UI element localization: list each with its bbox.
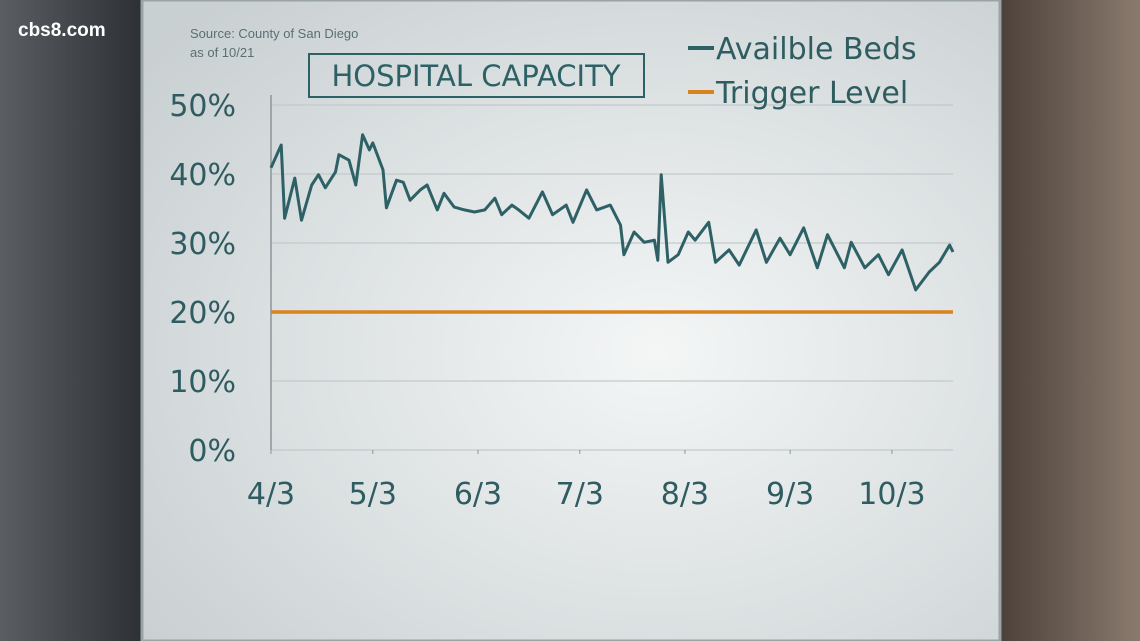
note: as of 10/21 (190, 45, 254, 60)
background-left (0, 0, 145, 641)
y-tick-label: 40% (169, 158, 236, 193)
title-box (308, 53, 645, 98)
y-tick-label: 50% (169, 89, 236, 124)
y-tick-label: 0% (188, 434, 236, 469)
y-tick-label: 30% (169, 227, 236, 262)
legend-label: Availble Beds (716, 32, 917, 67)
chart-panel (140, 0, 1002, 641)
x-tick-label: 8/3 (661, 477, 709, 512)
x-tick-label: 10/3 (858, 477, 925, 512)
y-tick-label: 20% (169, 296, 236, 331)
chart-title: HOSPITAL CAPACITY (331, 59, 620, 93)
x-tick-label: 9/3 (766, 477, 814, 512)
background-right (995, 0, 1140, 641)
source: Source: County of San Diego (190, 26, 358, 41)
x-tick-label: 5/3 (349, 477, 397, 512)
series-line (269, 133, 955, 292)
y-tick-label: 10% (169, 365, 236, 400)
logo: cbs8.com (18, 20, 106, 41)
x-tick-label: 7/3 (556, 477, 604, 512)
legend-label: Trigger Level (715, 76, 908, 111)
x-tick-label: 6/3 (454, 477, 502, 512)
x-tick-label: 4/3 (247, 477, 295, 512)
